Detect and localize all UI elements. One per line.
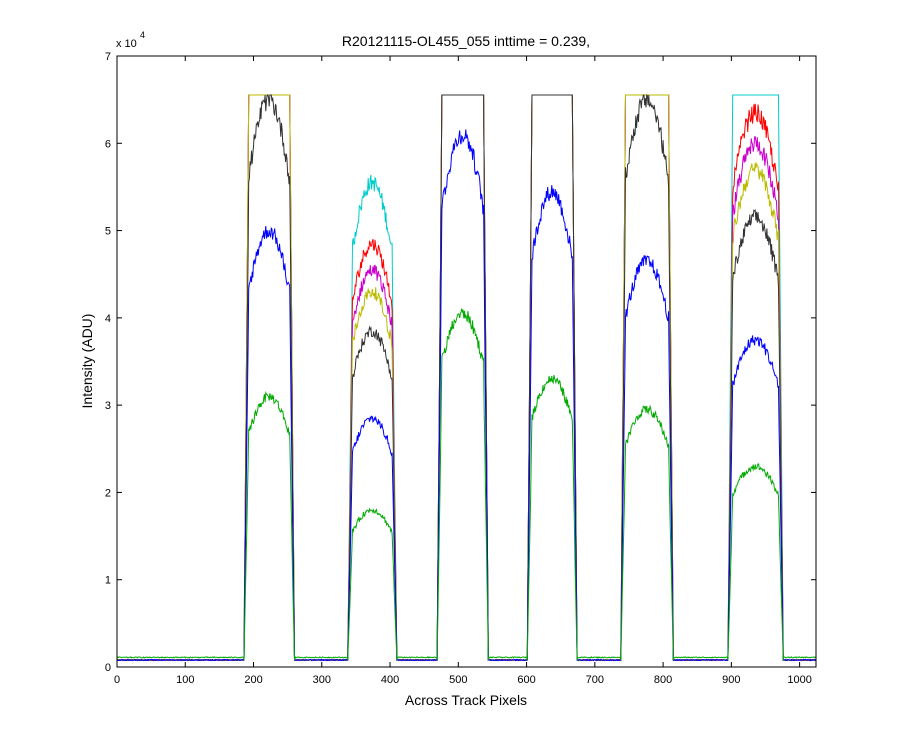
y-exponent-label: x 10 (116, 38, 137, 50)
y-tick-label: 5 (105, 226, 111, 238)
x-axis-label: Across Track Pixels (405, 692, 527, 708)
plot-frame (116, 55, 817, 668)
x-tick-label: 700 (586, 674, 604, 686)
x-tick-label: 300 (313, 674, 331, 686)
y-tick-label: 0 (105, 662, 111, 674)
x-tick-label: 400 (381, 674, 399, 686)
y-axis-label: Intensity (ADU) (79, 314, 95, 409)
y-exponent-value: 4 (140, 30, 145, 40)
plot-background (117, 56, 816, 667)
y-tick-label: 2 (105, 487, 111, 499)
series-layer (116, 93, 817, 662)
y-tick-label: 3 (105, 400, 111, 412)
tick-layer: 0 100 200 300 400 500 600 700 800 900 1000 0 1 2 3 4 5 6 7 (105, 51, 816, 686)
series-line-2 (116, 129, 817, 662)
y-tick-label: 6 (105, 138, 111, 150)
y-tick-label: 7 (105, 51, 111, 63)
y-tick-label: 4 (105, 313, 111, 325)
x-tick-label: 900 (722, 674, 740, 686)
chart-title: R20121115-OL455_055 inttime = 0.239, (342, 33, 590, 49)
x-tick-label: 800 (654, 674, 672, 686)
x-tick-label: 500 (449, 674, 467, 686)
x-tick-label: 1000 (787, 674, 811, 686)
series-line-1 (116, 308, 817, 661)
x-tick-label: 200 (244, 674, 262, 686)
x-tick-label: 600 (517, 674, 535, 686)
y-tick-label: 1 (105, 575, 111, 587)
x-tick-label: 0 (114, 674, 120, 686)
x-tick-label: 100 (176, 674, 194, 686)
